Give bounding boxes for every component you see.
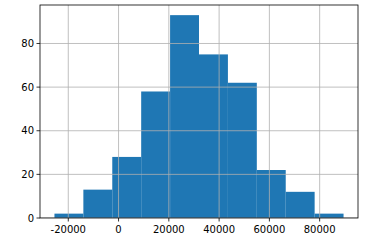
chart-svg: -20000 0 20000 40000 60000 80000 0 20 40 60 80 — [0, 0, 368, 248]
bar — [54, 214, 83, 218]
y-tick-label: 0 — [28, 213, 34, 224]
plot-frame — [40, 5, 358, 218]
grid-line — [118, 5, 119, 218]
grid — [40, 5, 358, 218]
x-tick — [219, 218, 220, 222]
x-tick-label: 40000 — [203, 224, 235, 235]
y-tick — [37, 130, 41, 131]
grid-line — [40, 174, 358, 175]
x-tick-label: 60000 — [253, 224, 285, 235]
y-tick — [37, 43, 41, 44]
x-tick-label: 20000 — [153, 224, 185, 235]
bar — [228, 83, 257, 218]
grid-line — [168, 5, 169, 218]
x-tick — [319, 218, 320, 222]
chart: -20000 0 20000 40000 60000 80000 0 20 40 60 80 — [0, 0, 368, 248]
x-tick-label: 80000 — [304, 224, 336, 235]
bar — [112, 157, 141, 218]
grid-line — [40, 130, 358, 131]
x-tick — [68, 218, 69, 222]
grid-line — [219, 5, 220, 218]
x-tick-label: 0 — [115, 224, 121, 235]
x-tick — [168, 218, 169, 222]
y-tick-label: 20 — [21, 169, 34, 180]
bar — [286, 192, 315, 218]
y-tick — [37, 218, 41, 219]
bar — [257, 170, 286, 218]
grid-line — [40, 87, 358, 88]
y-tick — [37, 174, 41, 175]
x-tick-label: -20000 — [51, 224, 86, 235]
plot-background — [40, 5, 358, 218]
x-tick — [118, 218, 119, 222]
bar — [83, 190, 112, 218]
bar — [170, 15, 199, 218]
y-tick — [37, 87, 41, 88]
x-tick — [269, 218, 270, 222]
y-tick-label: 60 — [21, 82, 34, 93]
bars — [54, 15, 343, 218]
grid-line — [68, 5, 69, 218]
y-tick-label: 40 — [21, 125, 34, 136]
grid-line — [269, 5, 270, 218]
bar — [141, 91, 170, 218]
grid-line — [40, 43, 358, 44]
bar — [315, 214, 344, 218]
grid-line — [319, 5, 320, 218]
y-tick-label: 80 — [21, 38, 34, 49]
bar — [199, 54, 228, 218]
